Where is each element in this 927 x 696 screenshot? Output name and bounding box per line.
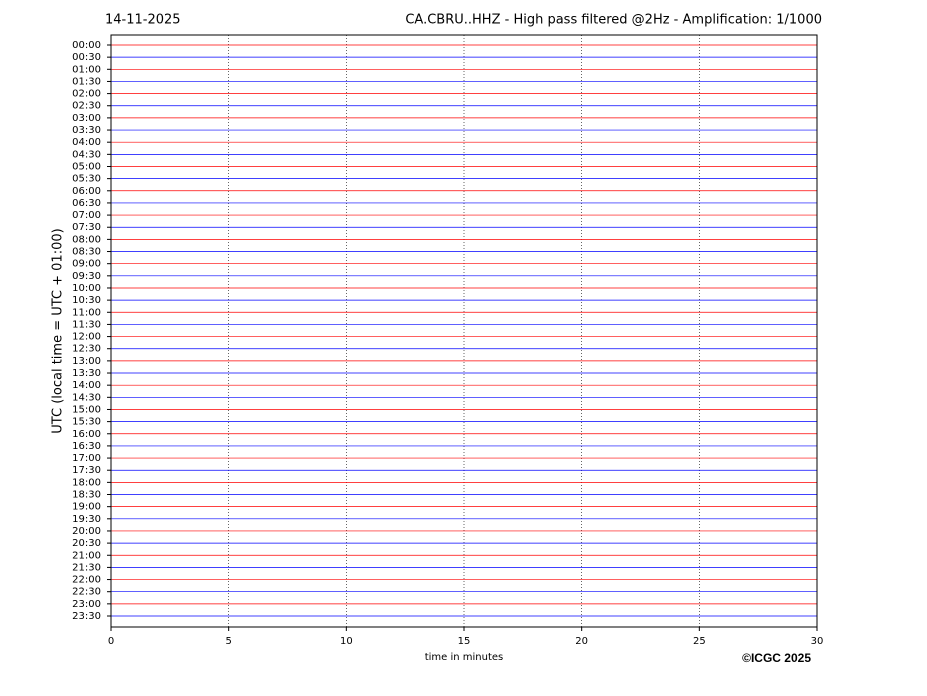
row-label: 07:00 <box>72 210 101 221</box>
row-label: 18:00 <box>72 477 101 488</box>
row-label: 12:00 <box>72 332 101 343</box>
row-label: 17:00 <box>72 453 101 464</box>
row-label: 03:00 <box>72 113 101 124</box>
date: 14-11-2025 <box>105 13 181 28</box>
row-label: 01:30 <box>72 76 101 87</box>
row-label: 13:00 <box>72 356 101 367</box>
row-label: 18:30 <box>72 490 101 501</box>
row-label: 09:30 <box>72 271 101 282</box>
x-tick-label: 25 <box>693 636 706 647</box>
row-label: 23:00 <box>72 599 101 610</box>
x-tick-label: 15 <box>458 636 471 647</box>
x-tick-label: 0 <box>108 636 114 647</box>
row-label: 16:30 <box>72 441 101 452</box>
row-label: 10:30 <box>72 295 101 306</box>
y-axis-label: UTC (local time = UTC + 01:00) <box>51 228 66 433</box>
row-label: 04:00 <box>72 137 101 148</box>
row-label: 10:00 <box>72 283 101 294</box>
credit: ©ICGC 2025 <box>742 651 811 665</box>
row-label: 01:00 <box>72 64 101 75</box>
row-label: 08:00 <box>72 234 101 245</box>
row-label: 23:30 <box>72 611 101 622</box>
row-label: 22:00 <box>72 575 101 586</box>
row-label: 19:00 <box>72 502 101 513</box>
row-label: 14:00 <box>72 380 101 391</box>
row-label: 14:30 <box>72 392 101 403</box>
row-label: 20:00 <box>72 526 101 537</box>
x-tick-label: 10 <box>340 636 353 647</box>
row-label: 02:00 <box>72 89 101 100</box>
row-label: 06:00 <box>72 186 101 197</box>
row-label: 16:00 <box>72 429 101 440</box>
row-label: 05:30 <box>72 174 101 185</box>
chart-title: CA.CBRU..HHZ - High pass filtered @2Hz -… <box>405 13 822 28</box>
row-label: 11:00 <box>72 307 101 318</box>
row-label: 09:00 <box>72 259 101 270</box>
row-label: 04:30 <box>72 149 101 160</box>
row-label: 15:30 <box>72 417 101 428</box>
row-label: 22:30 <box>72 587 101 598</box>
row-label: 00:30 <box>72 52 101 63</box>
x-tick-label: 20 <box>575 636 588 647</box>
row-label: 15:00 <box>72 404 101 415</box>
row-label: 19:30 <box>72 514 101 525</box>
row-label: 13:30 <box>72 368 101 379</box>
row-label: 20:30 <box>72 538 101 549</box>
row-label: 17:30 <box>72 465 101 476</box>
row-label: 08:30 <box>72 247 101 258</box>
row-label: 03:30 <box>72 125 101 136</box>
row-label: 05:00 <box>72 161 101 172</box>
x-axis-label: time in minutes <box>425 652 504 663</box>
row-label: 02:30 <box>72 101 101 112</box>
row-label: 07:30 <box>72 222 101 233</box>
row-label: 21:00 <box>72 550 101 561</box>
row-label: 12:30 <box>72 344 101 355</box>
x-tick-label: 30 <box>811 636 824 647</box>
row-label: 06:30 <box>72 198 101 209</box>
row-label: 21:30 <box>72 562 101 573</box>
row-label: 00:00 <box>72 40 101 51</box>
plot-frame <box>110 34 818 628</box>
row-label: 11:30 <box>72 319 101 330</box>
x-tick-label: 5 <box>225 636 231 647</box>
